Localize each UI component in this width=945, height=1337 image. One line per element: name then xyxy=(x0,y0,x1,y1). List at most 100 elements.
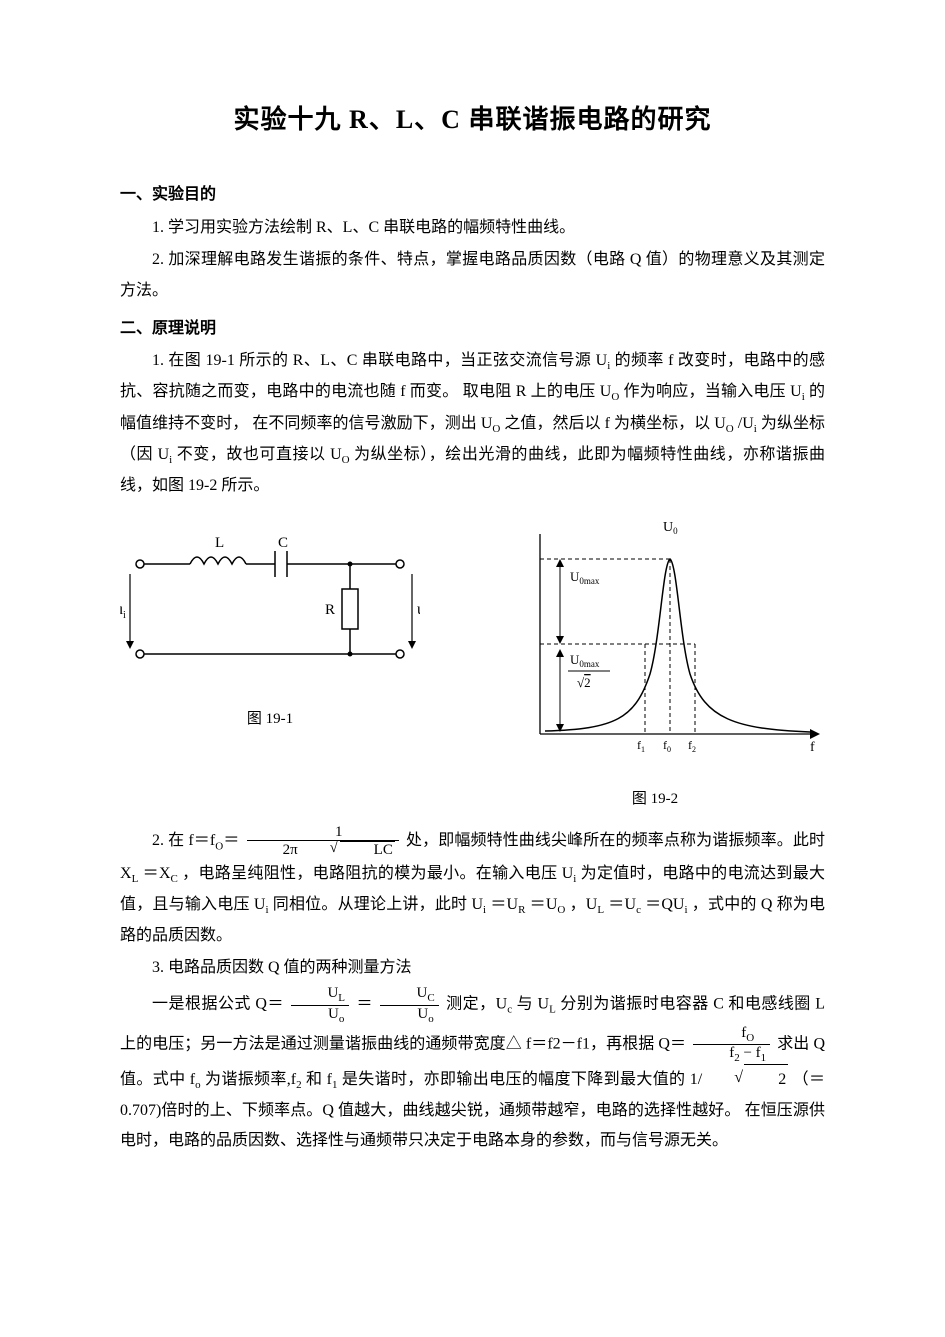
t: − xyxy=(740,1045,756,1061)
half-num: U0max xyxy=(570,652,600,669)
sub-i: i xyxy=(265,904,268,916)
fig1-caption: 图 19-1 xyxy=(120,705,420,734)
rad: LC xyxy=(340,841,395,859)
sec1-p2: 2. 加深理解电路发生谐振的条件、特点，掌握电路品质因数（电路 Q 值）的物理意… xyxy=(120,245,825,306)
sub: o xyxy=(428,1013,434,1025)
sub-C: C xyxy=(171,873,178,885)
sub-i: i xyxy=(685,904,688,916)
sub-O: O xyxy=(557,904,565,916)
sub-1: 1 xyxy=(332,1079,338,1091)
sec2-p3-head: 3. 电路品质因数 Q 值的两种测量方法 xyxy=(120,953,825,983)
sub-i: i xyxy=(754,423,757,435)
t: ＝U xyxy=(490,896,518,913)
t: 不变，故也可直接以 U xyxy=(177,446,342,463)
figure-19-2: U0 U0max U0max √2 f1 f0 f2 f 图 19-2 xyxy=(485,519,825,814)
f2-label: f2 xyxy=(688,738,696,754)
t: 作为响应，当输入电压 U xyxy=(624,383,802,400)
circuit-diagram: L C R ui uo xyxy=(120,519,420,699)
sub: L xyxy=(338,992,345,1004)
sub-O: O xyxy=(215,840,223,852)
num: fO xyxy=(693,1025,770,1045)
t: ＝QU xyxy=(645,896,684,913)
sqrt-icon: 2 xyxy=(702,1064,788,1095)
label-R: R xyxy=(325,602,335,618)
den: Uo xyxy=(380,1006,438,1025)
sub-i: i xyxy=(573,873,576,885)
t: 1. 在图 19-1 所示的 R、L、C 串联电路中，当正弦交流信号源 U xyxy=(152,352,607,369)
sub-i: i xyxy=(483,904,486,916)
page-title: 实验十九 R、L、C 串联谐振电路的研究 xyxy=(120,95,825,144)
sub-i: i xyxy=(169,454,172,466)
t: U xyxy=(416,985,427,1001)
t: ，U xyxy=(570,896,598,913)
num: UL xyxy=(291,985,349,1005)
sub-L: L xyxy=(597,904,604,916)
sub-L: L xyxy=(132,873,139,885)
t: ＝U xyxy=(530,896,558,913)
sec1-p1: 1. 学习用实验方法绘制 R、L、C 串联电路的幅频特性曲线。 xyxy=(120,213,825,243)
sub: C xyxy=(427,992,434,1004)
sub-c: c xyxy=(636,904,641,916)
formula-Q2: UC Uo xyxy=(380,985,438,1024)
sec2-p2: 2. 在 f＝fO＝ 1 2πLC 处，即幅频特性曲线尖峰所在的频率点称为谐振频… xyxy=(120,824,825,952)
sub-c: c xyxy=(507,1004,512,1016)
sub-O: O xyxy=(726,423,734,435)
rad: 2 xyxy=(744,1064,788,1095)
sub: o xyxy=(339,1013,345,1025)
t: ＝U xyxy=(608,896,636,913)
den-pre: 2π xyxy=(283,842,298,858)
f0-label: f0 xyxy=(663,738,671,754)
sub-i: i xyxy=(607,361,610,373)
f1-label: f1 xyxy=(637,738,645,754)
sub-2: 2 xyxy=(296,1079,302,1091)
formula-Q3: fO f2 − f1 xyxy=(693,1025,770,1064)
num: UC xyxy=(380,985,438,1005)
section-1-head: 一、实验目的 xyxy=(120,180,825,210)
t: 为谐振频率,f xyxy=(205,1071,296,1088)
t: 2. 在 f＝f xyxy=(152,832,215,849)
t: ＝X xyxy=(143,865,171,882)
sub-R: R xyxy=(518,904,525,916)
t: 之值，然后以 f 为横坐标，以 U xyxy=(504,415,725,432)
num: 1 xyxy=(247,824,399,842)
fig2-caption: 图 19-2 xyxy=(485,785,825,814)
label-uo: uo xyxy=(417,601,420,621)
figures-row: L C R ui uo 图 19-1 xyxy=(120,519,825,814)
t: ，电路呈纯阻性，电路阻抗的模为最小。在输入电压 U xyxy=(182,865,573,882)
den: f2 − f1 xyxy=(693,1045,770,1064)
sub: O xyxy=(746,1032,754,1044)
t: 测定，U xyxy=(446,996,507,1013)
sqrt-icon: LC xyxy=(298,841,395,859)
den: Uo xyxy=(291,1006,349,1025)
page: 实验十九 R、L、C 串联谐振电路的研究 一、实验目的 1. 学习用实验方法绘制… xyxy=(0,0,945,1337)
sub-O: O xyxy=(611,392,619,404)
sec2-p1: 1. 在图 19-1 所示的 R、L、C 串联电路中，当正弦交流信号源 Ui 的… xyxy=(120,346,825,501)
label-L: L xyxy=(215,535,224,551)
t: 与 U xyxy=(517,996,550,1013)
sub-O: O xyxy=(492,423,500,435)
t: 同相位。从理论上讲，此时 U xyxy=(273,896,483,913)
sub-o: o xyxy=(195,1079,201,1091)
t: 和 f xyxy=(306,1071,332,1088)
resonance-curve: U0 U0max U0max √2 f1 f0 f2 f xyxy=(485,519,825,779)
t: 一是根据公式 Q＝ xyxy=(152,996,284,1013)
den: 2π LC xyxy=(247,841,399,859)
formula-Q1: UL Uo xyxy=(291,985,349,1024)
t: 是失谐时，亦即输出电压的幅度下降到最大值的 1/ xyxy=(342,1071,702,1088)
sub-i: i xyxy=(802,392,805,404)
sub: 1 xyxy=(761,1052,767,1064)
t: /U xyxy=(738,415,754,432)
t: U xyxy=(327,985,338,1001)
x-axis-label: f xyxy=(810,740,815,755)
sub-O: O xyxy=(342,454,350,466)
peak-label: U0max xyxy=(570,569,600,586)
label-ui: ui xyxy=(120,601,126,621)
label-C: C xyxy=(278,535,288,551)
y-axis-label: U0 xyxy=(663,520,678,536)
t: U xyxy=(328,1006,339,1022)
t: U xyxy=(417,1006,428,1022)
formula-f0: 1 2π LC xyxy=(247,824,399,859)
section-2-head: 二、原理说明 xyxy=(120,314,825,344)
sec2-p3: 一是根据公式 Q＝ UL Uo ＝ UC Uo 测定，Uc 与 UL 分别为谐振… xyxy=(120,985,825,1156)
sub-L: L xyxy=(549,1004,556,1016)
